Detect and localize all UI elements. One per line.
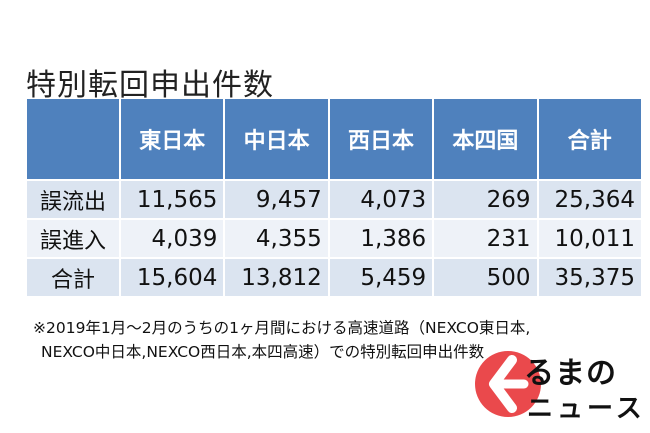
table-cell: 4,039: [121, 220, 224, 257]
table-cell: 269: [434, 181, 537, 218]
table-cell: 1,386: [329, 220, 433, 257]
header-corner: [27, 99, 119, 179]
row-label: 合計: [27, 259, 119, 296]
table-cell: 13,812: [225, 259, 328, 296]
stats-table: 東日本 中日本 西日本 本四国 合計 誤流出 11,565 9,457 4,07…: [25, 97, 643, 298]
header-west: 西日本: [329, 99, 433, 179]
footnote-line-2: NEXCO中日本,NEXCO西日本,本四高速）での特別転回申出件数: [41, 343, 485, 361]
row-label: 誤流出: [27, 181, 119, 218]
table-cell: 500: [434, 259, 537, 296]
table-cell: 9,457: [225, 181, 328, 218]
logo-sub-text: ニュース: [527, 394, 646, 424]
table-cell: 15,604: [121, 259, 224, 296]
table-cell: 5,459: [329, 259, 433, 296]
page-title: 特別転回申出件数: [26, 68, 274, 103]
table-cell: 4,073: [329, 181, 433, 218]
table-cell: 25,364: [538, 181, 641, 218]
header-central: 中日本: [225, 99, 328, 179]
table-cell: 231: [434, 220, 537, 257]
table-header-row: 東日本 中日本 西日本 本四国 合計: [27, 99, 641, 179]
header-total: 合計: [538, 99, 641, 179]
table-row: 誤進入 4,039 4,355 1,386 231 10,011: [27, 220, 641, 257]
watermark-logo: るまの ニュース: [472, 342, 648, 430]
kuruma-k-logo-icon: [475, 351, 541, 417]
table-cell: 11,565: [121, 181, 224, 218]
header-east: 東日本: [121, 99, 224, 179]
logo-brand-text: るまの: [524, 356, 617, 391]
header-honshi: 本四国: [434, 99, 537, 179]
table-cell: 4,355: [225, 220, 328, 257]
table-cell: 35,375: [538, 259, 641, 296]
table-row: 誤流出 11,565 9,457 4,073 269 25,364: [27, 181, 641, 218]
table-cell: 10,011: [538, 220, 641, 257]
footnote-line-1: ※2019年1月～2月のうちの1ヶ月間における高速道路（NEXCO東日本,: [33, 319, 531, 337]
footnote: ※2019年1月～2月のうちの1ヶ月間における高速道路（NEXCO東日本, NE…: [33, 316, 633, 364]
table-row: 合計 15,604 13,812 5,459 500 35,375: [27, 259, 641, 296]
row-label: 誤進入: [27, 220, 119, 257]
